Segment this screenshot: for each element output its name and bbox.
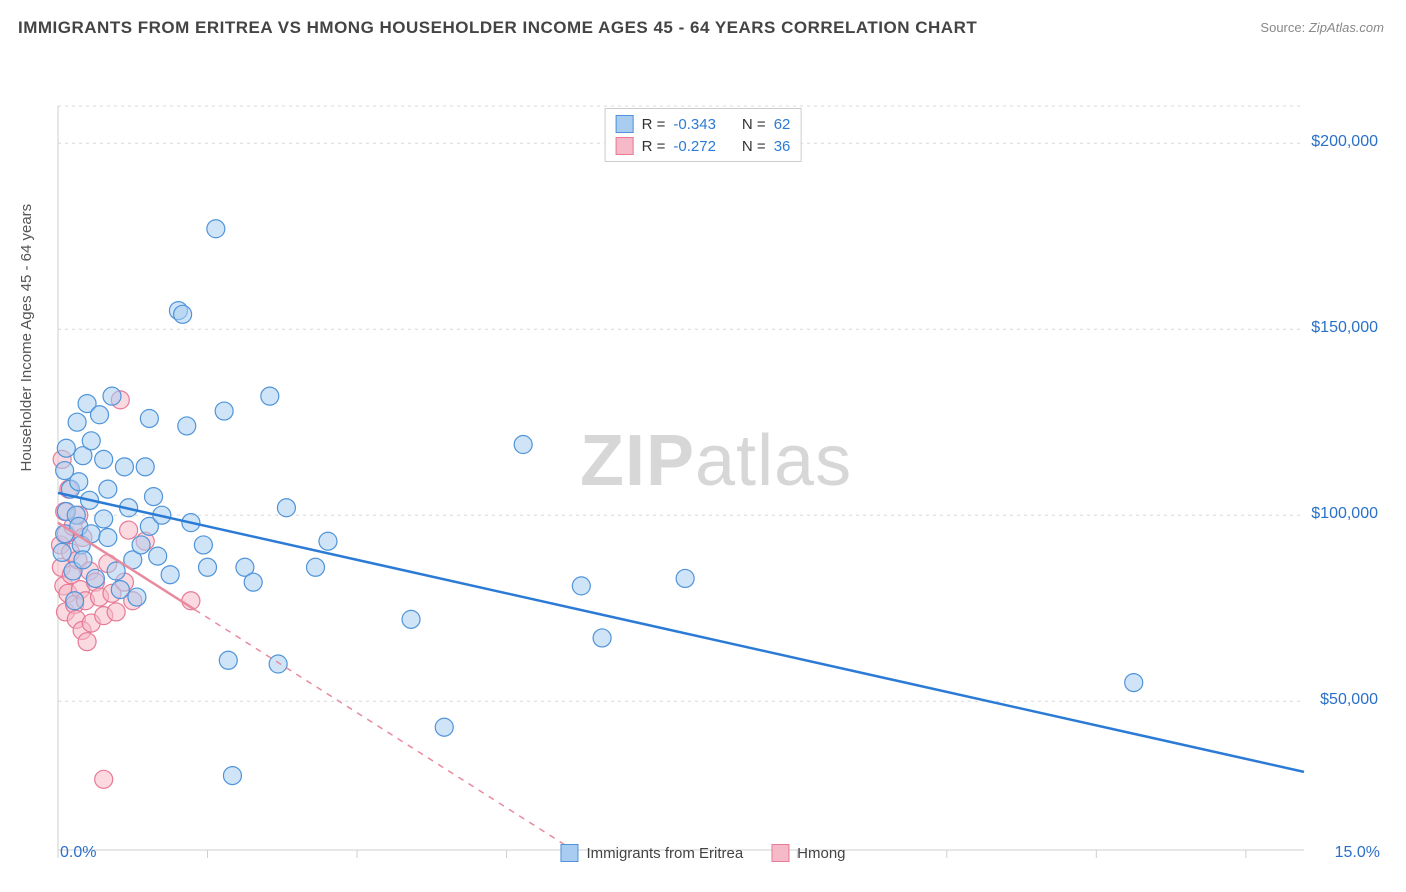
chart-title: IMMIGRANTS FROM ERITREA VS HMONG HOUSEHO… <box>18 18 977 38</box>
legend-r-label: R = <box>642 116 666 133</box>
y-axis-label: Householder Income Ages 45 - 64 years <box>18 204 35 472</box>
chart-svg <box>0 50 1406 870</box>
legend-stat-row: R = -0.343 N = 62 <box>616 113 791 135</box>
legend-n-label: N = <box>742 138 766 155</box>
legend-r-value: -0.343 <box>673 116 716 133</box>
legend-n-value: 62 <box>774 116 791 133</box>
chart-container: Householder Income Ages 45 - 64 years ZI… <box>0 50 1406 870</box>
legend-item: Hmong <box>771 844 845 862</box>
legend-swatch <box>616 137 634 155</box>
legend-series: Immigrants from Eritrea Hmong <box>560 844 845 862</box>
source-value: ZipAtlas.com <box>1309 20 1384 35</box>
legend-stat-row: R = -0.272 N = 36 <box>616 135 791 157</box>
legend-n-label: N = <box>742 116 766 133</box>
y-tick-label: $50,000 <box>1320 691 1378 709</box>
source-label: Source: <box>1260 20 1305 35</box>
legend-stats: R = -0.343 N = 62 R = -0.272 N = 36 <box>605 108 802 162</box>
legend-swatch <box>560 844 578 862</box>
legend-item: Immigrants from Eritrea <box>560 844 743 862</box>
y-tick-label: $200,000 <box>1311 133 1378 151</box>
legend-series-label: Hmong <box>797 845 845 862</box>
legend-swatch <box>616 115 634 133</box>
legend-series-label: Immigrants from Eritrea <box>586 845 743 862</box>
legend-r-value: -0.272 <box>673 138 716 155</box>
y-tick-label: $100,000 <box>1311 505 1378 523</box>
legend-n-value: 36 <box>774 138 791 155</box>
y-tick-label: $150,000 <box>1311 319 1378 337</box>
legend-swatch <box>771 844 789 862</box>
legend-r-label: R = <box>642 138 666 155</box>
x-axis-max-label: 15.0% <box>1335 844 1380 862</box>
x-axis-min-label: 0.0% <box>60 844 96 862</box>
source-attribution: Source: ZipAtlas.com <box>1260 20 1384 35</box>
